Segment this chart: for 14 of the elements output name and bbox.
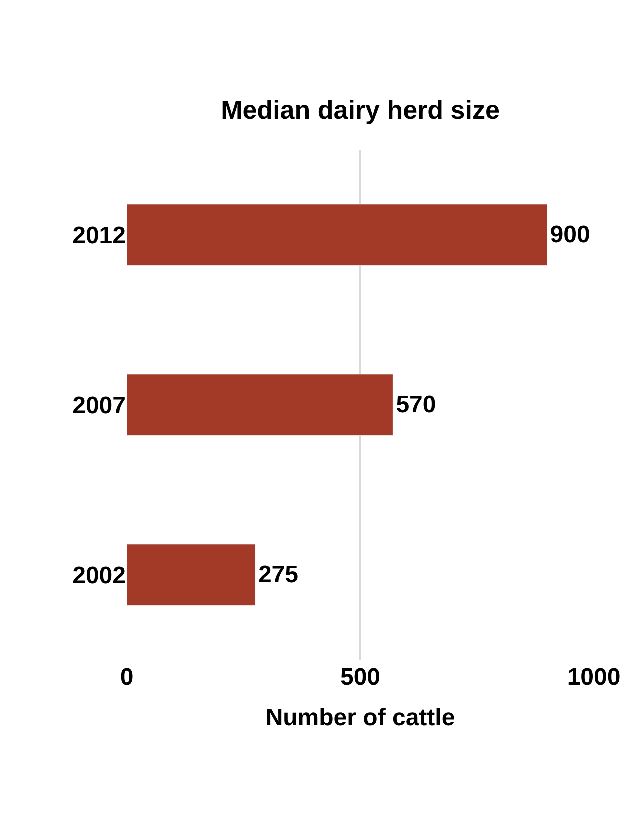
bar bbox=[127, 544, 256, 606]
chart-title: Median dairy herd size bbox=[221, 95, 500, 126]
data-label: 900 bbox=[550, 222, 590, 248]
x-tick-label: 0 bbox=[120, 664, 134, 691]
y-tick-label: 2012 bbox=[72, 222, 126, 250]
data-label: 275 bbox=[258, 562, 298, 588]
x-tick-label: 1000 bbox=[567, 664, 621, 691]
bar bbox=[127, 374, 394, 436]
x-tick-label: 500 bbox=[340, 664, 381, 691]
y-tick-label: 2007 bbox=[72, 392, 126, 420]
x-axis-title: Number of cattle bbox=[266, 704, 456, 732]
y-tick-label: 2002 bbox=[72, 562, 126, 590]
bar bbox=[127, 204, 548, 266]
data-label: 570 bbox=[396, 392, 436, 418]
